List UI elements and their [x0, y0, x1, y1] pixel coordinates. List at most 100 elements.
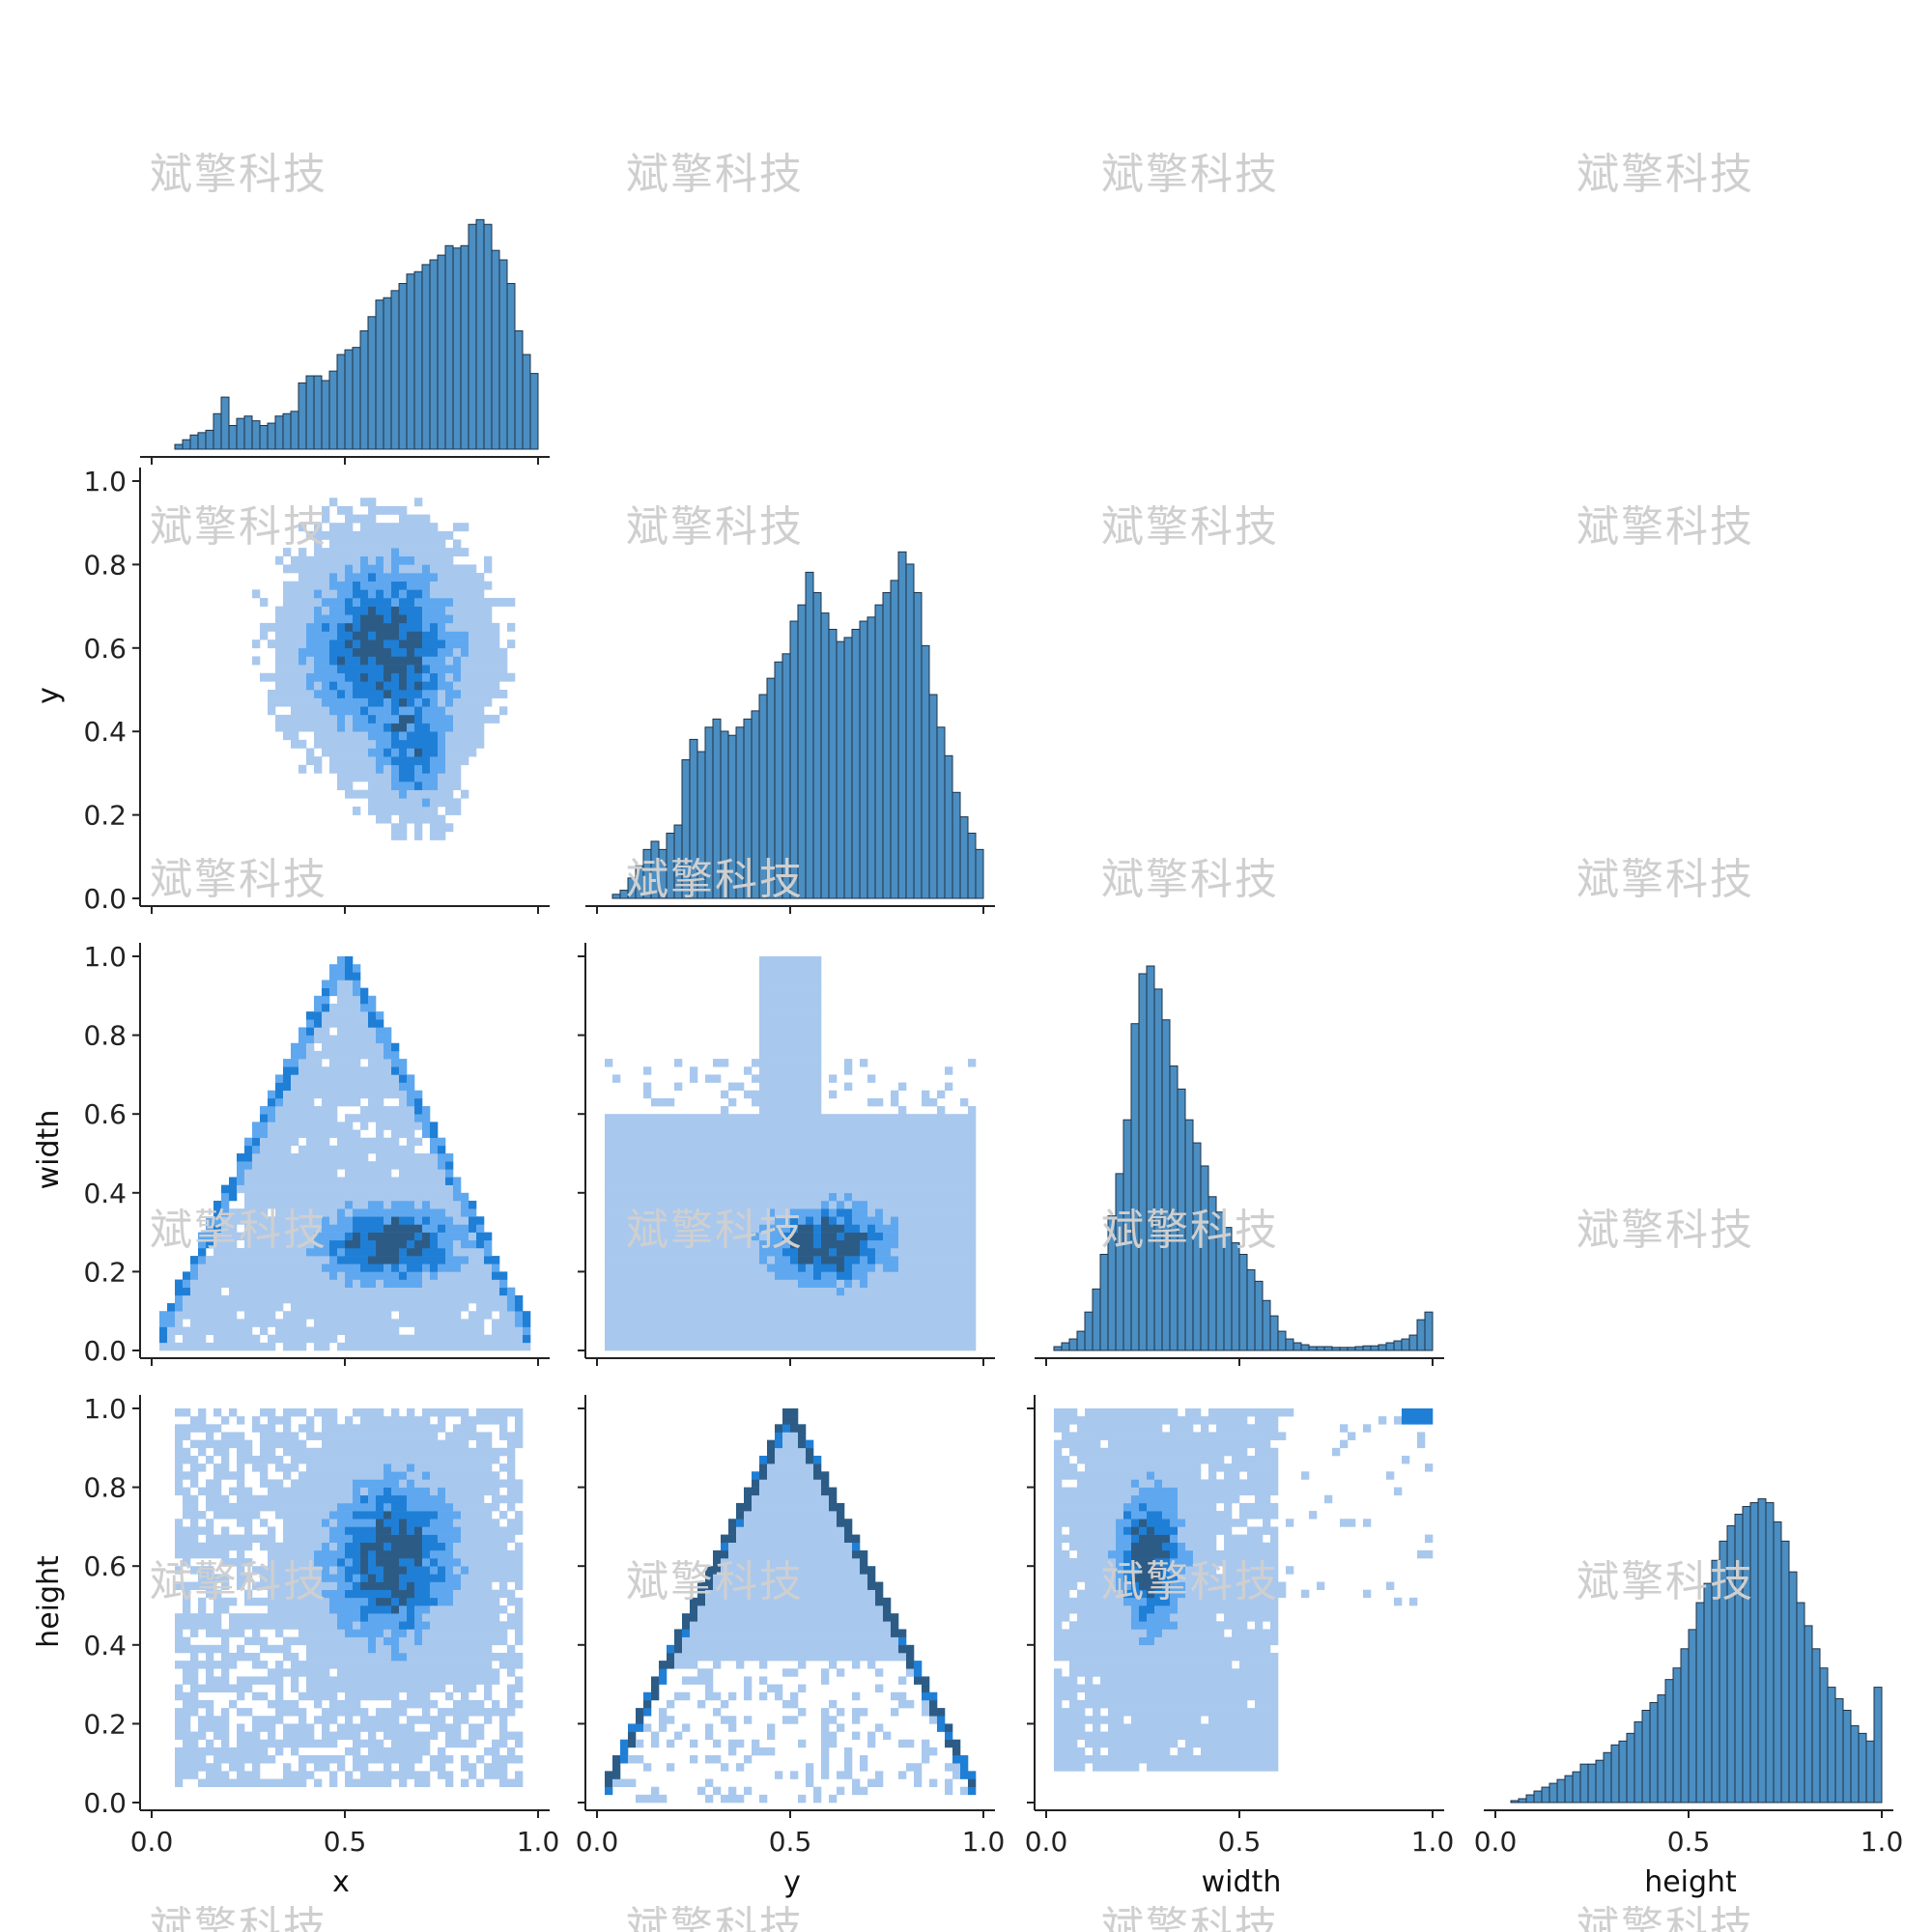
heatmap-cell — [945, 1082, 953, 1092]
heatmap-cell — [368, 555, 377, 565]
heatmap-cell — [314, 739, 323, 749]
heatmap-cell — [821, 1161, 830, 1170]
heatmap-cell — [752, 1161, 760, 1170]
heatmap-cell — [422, 1287, 431, 1296]
heatmap-cell — [659, 1334, 668, 1344]
heatmap-cell — [306, 1652, 315, 1662]
heatmap-cell — [322, 739, 330, 749]
heatmap-cell — [628, 1334, 637, 1344]
heatmap-cell — [329, 1287, 338, 1296]
heatmap-cell — [275, 714, 284, 724]
heatmap-cell — [329, 1319, 338, 1327]
heatmap-cell — [283, 1589, 292, 1599]
heatmap-cell — [368, 1716, 377, 1724]
heatmap-cell — [175, 1708, 184, 1717]
heatmap-cell — [237, 1303, 245, 1312]
heatmap-cell — [368, 665, 377, 674]
heatmap-cell — [960, 1216, 969, 1225]
heatmap-cell — [414, 1200, 423, 1209]
heatmap-cell — [499, 706, 508, 716]
heatmap-cell — [492, 1256, 500, 1264]
heatmap-cell — [399, 1232, 408, 1241]
heatmap-cell — [345, 1169, 354, 1178]
heatmap-cell — [499, 1326, 508, 1335]
heatmap-cell — [507, 1294, 516, 1304]
heatmap-cell — [605, 1059, 613, 1067]
heatmap-cell — [345, 539, 354, 549]
heatmap-cell — [237, 1326, 245, 1335]
heatmap-cell — [337, 1311, 346, 1320]
heatmap-cell — [860, 1145, 868, 1154]
heatmap-cell — [260, 1287, 269, 1296]
heatmap-cell — [345, 647, 354, 657]
heatmap-cell — [736, 1311, 745, 1320]
heatmap-cell — [190, 1613, 199, 1622]
heatmap-cell — [376, 1208, 384, 1217]
heatmap-cell — [353, 1778, 361, 1787]
heatmap-cell — [605, 1271, 613, 1280]
heatmap-cell — [345, 1271, 354, 1280]
heatmap-cell — [368, 1511, 377, 1520]
heatmap-cell — [612, 1303, 621, 1312]
heatmap-cell — [736, 1342, 745, 1351]
heatmap-cell — [667, 1232, 675, 1241]
heatmap-cell — [322, 1224, 330, 1233]
heatmap-cell — [790, 1256, 799, 1264]
heatmap-cell — [697, 1192, 706, 1202]
heatmap-cell — [291, 1519, 299, 1527]
heatmap-cell — [759, 1256, 768, 1264]
heatmap-cell — [391, 631, 400, 640]
heatmap-cell — [229, 1192, 238, 1202]
heatmap-cell — [407, 1200, 415, 1209]
heatmap-cell — [620, 1145, 629, 1154]
heatmap-cell — [391, 1122, 400, 1130]
heatmap-cell — [206, 1239, 214, 1249]
heatmap-cell — [337, 539, 346, 549]
heatmap-cell — [353, 539, 361, 549]
heatmap-cell — [752, 1074, 760, 1083]
heatmap-cell — [628, 1311, 637, 1320]
heatmap-cell — [353, 1644, 361, 1654]
heatmap-cell — [353, 1011, 361, 1020]
heatmap-cell — [353, 573, 361, 582]
heatmap-cell — [960, 1129, 969, 1138]
heatmap-cell — [329, 1502, 338, 1512]
heatmap-cell — [937, 1090, 946, 1099]
heatmap-cell — [260, 1432, 269, 1440]
heatmap-cell — [414, 514, 423, 524]
heatmap-cell — [291, 1232, 299, 1241]
heatmap-cell — [353, 1271, 361, 1280]
heatmap-cell — [260, 1455, 269, 1464]
heatmap-x-vs-width — [159, 956, 531, 1351]
heatmap-cell — [960, 1184, 969, 1194]
heatmap-cell — [183, 1708, 191, 1717]
heatmap-cell — [291, 1613, 299, 1622]
heatmap-cell — [461, 1342, 469, 1351]
heatmap-cell — [636, 1326, 644, 1335]
heatmap-cell — [329, 1684, 338, 1693]
heatmap-cell — [844, 1114, 853, 1122]
heatmap-cell — [314, 1542, 323, 1551]
heatmap-cell — [728, 1311, 737, 1320]
heatmap-cell — [368, 1566, 377, 1575]
heatmap-cell — [260, 1494, 269, 1504]
heatmap-cell — [260, 1192, 269, 1202]
heatmap-cell — [384, 1122, 392, 1130]
heatmap-cell — [268, 1589, 276, 1599]
heatmap-cell — [728, 1122, 737, 1130]
heatmap-cell — [252, 1494, 261, 1504]
heatmap-cell — [775, 1153, 783, 1162]
heatmap-cell — [891, 1153, 899, 1162]
heatmap-cell — [399, 573, 408, 582]
heatmap-cell — [476, 631, 485, 640]
heatmap-cell — [175, 1755, 184, 1764]
heatmap-cell — [260, 1566, 269, 1575]
heatmap-cell — [829, 1303, 838, 1312]
heatmap-cell — [445, 781, 454, 790]
heatmap-cell — [244, 1502, 253, 1512]
heatmap-cell — [484, 1303, 493, 1312]
heatmap-cell — [721, 1303, 729, 1312]
heatmap-cell — [736, 1184, 745, 1194]
heatmap-cell — [775, 1035, 783, 1044]
hist-bar — [437, 254, 446, 450]
